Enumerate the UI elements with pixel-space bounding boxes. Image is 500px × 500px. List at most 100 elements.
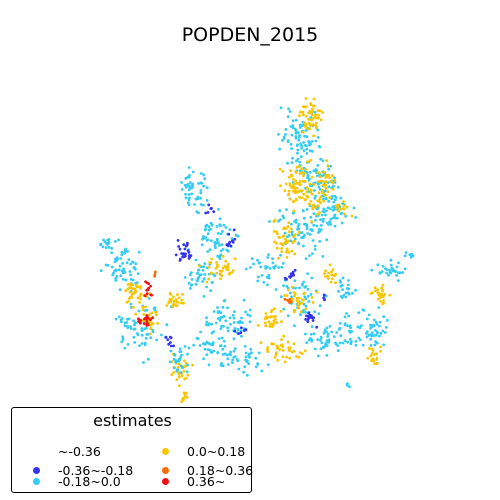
map-point — [178, 384, 181, 388]
map-point — [205, 353, 209, 356]
map-point — [200, 181, 204, 185]
map-point — [369, 337, 373, 341]
map-point — [257, 351, 261, 355]
map-point — [311, 207, 315, 211]
map-point — [145, 292, 149, 296]
map-point — [218, 244, 221, 247]
map-point — [310, 150, 314, 153]
map-point — [408, 253, 412, 256]
map-point — [357, 311, 361, 314]
map-point — [329, 164, 333, 168]
map-point — [101, 245, 105, 249]
map-point — [298, 183, 302, 187]
map-point — [154, 310, 158, 314]
map-point — [197, 182, 201, 185]
map-point — [244, 358, 248, 362]
map-point — [274, 264, 277, 268]
map-point — [312, 104, 315, 108]
map-point — [199, 191, 203, 195]
map-point — [293, 237, 297, 241]
map-point — [151, 316, 155, 320]
map-point — [319, 157, 322, 161]
map-point — [177, 296, 181, 300]
map-point — [173, 366, 176, 370]
legend-label-4: 0.0~0.18 — [187, 443, 246, 459]
map-point — [300, 189, 304, 193]
map-point — [184, 185, 188, 189]
map-point — [304, 97, 308, 100]
map-point — [187, 196, 191, 200]
map-point — [216, 232, 220, 235]
map-point — [320, 179, 323, 183]
map-point — [293, 279, 297, 282]
map-point — [209, 343, 213, 346]
map-point — [164, 335, 168, 339]
map-point — [280, 247, 283, 250]
map-point — [310, 192, 314, 196]
map-point — [120, 250, 124, 254]
map-point — [144, 336, 148, 340]
map-point — [135, 285, 139, 289]
map-point — [385, 318, 389, 322]
map-point — [319, 218, 322, 222]
map-point — [277, 133, 280, 136]
map-point — [197, 268, 200, 272]
map-point — [321, 255, 325, 258]
map-point — [221, 353, 225, 356]
legend-swatch-2 — [33, 466, 40, 474]
map-point — [271, 257, 274, 261]
map-point — [199, 189, 203, 192]
map-point — [309, 293, 313, 296]
map-point — [281, 214, 285, 218]
map-point — [201, 268, 205, 272]
map-point — [173, 353, 177, 357]
map-point — [295, 165, 299, 169]
map-point — [107, 246, 111, 249]
map-point — [152, 307, 156, 310]
map-point — [136, 296, 140, 300]
map-point — [228, 271, 232, 275]
map-point — [372, 334, 375, 338]
map-point — [127, 258, 131, 261]
map-point — [222, 223, 226, 227]
map-point — [285, 247, 289, 251]
map-point — [224, 265, 228, 269]
map-point — [321, 174, 324, 178]
map-point — [127, 317, 131, 321]
map-point — [183, 345, 187, 348]
map-point — [180, 374, 184, 378]
map-point — [349, 342, 353, 346]
map-point — [291, 156, 294, 160]
map-point — [328, 263, 332, 267]
map-point — [288, 230, 291, 234]
map-point — [304, 198, 307, 201]
map-point — [304, 257, 308, 260]
map-point — [221, 248, 225, 251]
map-point — [212, 273, 216, 276]
map-point — [124, 289, 128, 293]
map-point — [316, 204, 320, 208]
map-point — [295, 181, 299, 185]
map-point — [301, 130, 305, 134]
map-point — [291, 124, 295, 127]
map-point — [369, 292, 373, 295]
map-point — [321, 159, 325, 163]
map-point — [306, 320, 310, 323]
legend-item-1: ~-0.36 — [22, 442, 101, 460]
map-point — [280, 320, 283, 323]
map-point — [314, 113, 317, 117]
map-point — [145, 288, 149, 292]
map-point — [395, 265, 399, 269]
map-point — [172, 302, 176, 306]
map-point — [309, 199, 313, 203]
map-point — [176, 366, 180, 369]
map-point — [293, 268, 297, 272]
map-point — [145, 324, 149, 327]
map-point — [343, 315, 347, 319]
map-point — [314, 139, 318, 143]
map-point — [311, 116, 315, 120]
map-point — [298, 286, 301, 290]
map-point — [247, 362, 251, 365]
map-point — [306, 194, 309, 198]
